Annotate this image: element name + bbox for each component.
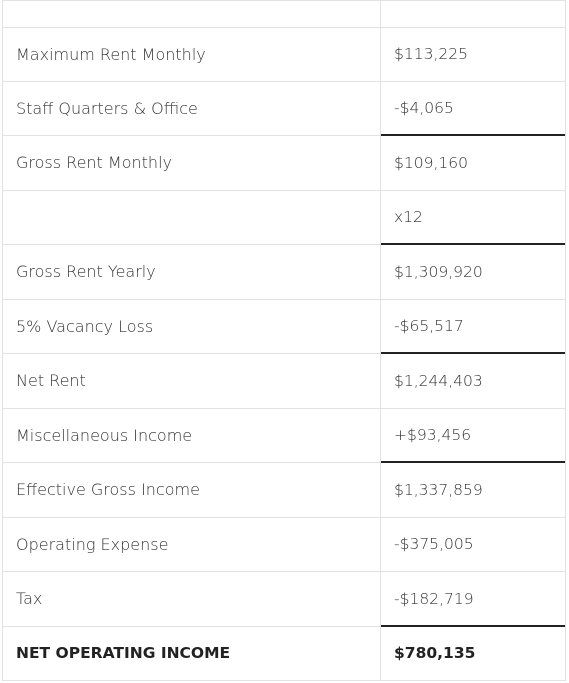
row-value: $1,244,403 <box>381 353 566 408</box>
row-label: 5% Vacancy Loss <box>2 299 381 354</box>
table-row: Net Rent $1,244,403 <box>2 353 566 409</box>
row-label: Staff Quarters & Office <box>2 81 381 136</box>
row-value: -$65,517 <box>381 299 566 355</box>
table-row: Gross Rent Yearly $1,309,920 <box>2 244 566 300</box>
row-value: $780,135 <box>381 625 566 680</box>
table-row: x12 <box>2 190 566 246</box>
row-label: NET OPERATING INCOME <box>2 625 381 680</box>
row-label: Gross Rent Yearly <box>2 244 381 299</box>
row-value: -$4,065 <box>381 81 566 137</box>
empty-cell <box>381 1 566 27</box>
row-label: Effective Gross Income <box>2 462 381 517</box>
row-label: Gross Rent Monthly <box>2 135 381 190</box>
row-value: $1,309,920 <box>381 244 566 299</box>
row-value: -$375,005 <box>381 517 566 572</box>
row-value: -$182,719 <box>381 571 566 627</box>
row-label: Maximum Rent Monthly <box>2 27 381 81</box>
row-label: Net Rent <box>2 353 381 408</box>
row-value: $113,225 <box>381 27 566 81</box>
table-row: Operating Expense -$375,005 <box>2 517 566 573</box>
table-row: Gross Rent Monthly $109,160 <box>2 135 566 191</box>
row-value: x12 <box>381 190 566 246</box>
table-row: Staff Quarters & Office -$4,065 <box>2 81 566 137</box>
row-label: Tax <box>2 571 381 626</box>
table-top-row <box>2 0 566 28</box>
row-value: $109,160 <box>381 135 566 190</box>
row-value: +$93,456 <box>381 408 566 464</box>
row-label: Miscellaneous Income <box>2 408 381 463</box>
table-row: Tax -$182,719 <box>2 571 566 627</box>
table-row: Maximum Rent Monthly $113,225 <box>2 27 566 82</box>
row-value: $1,337,859 <box>381 462 566 517</box>
table-row: 5% Vacancy Loss -$65,517 <box>2 299 566 355</box>
empty-cell <box>2 1 381 27</box>
table-row: Miscellaneous Income +$93,456 <box>2 408 566 464</box>
row-label: Operating Expense <box>2 517 381 572</box>
table-row: NET OPERATING INCOME $780,135 <box>2 625 566 681</box>
row-label <box>2 190 381 245</box>
table-row: Effective Gross Income $1,337,859 <box>2 462 566 518</box>
